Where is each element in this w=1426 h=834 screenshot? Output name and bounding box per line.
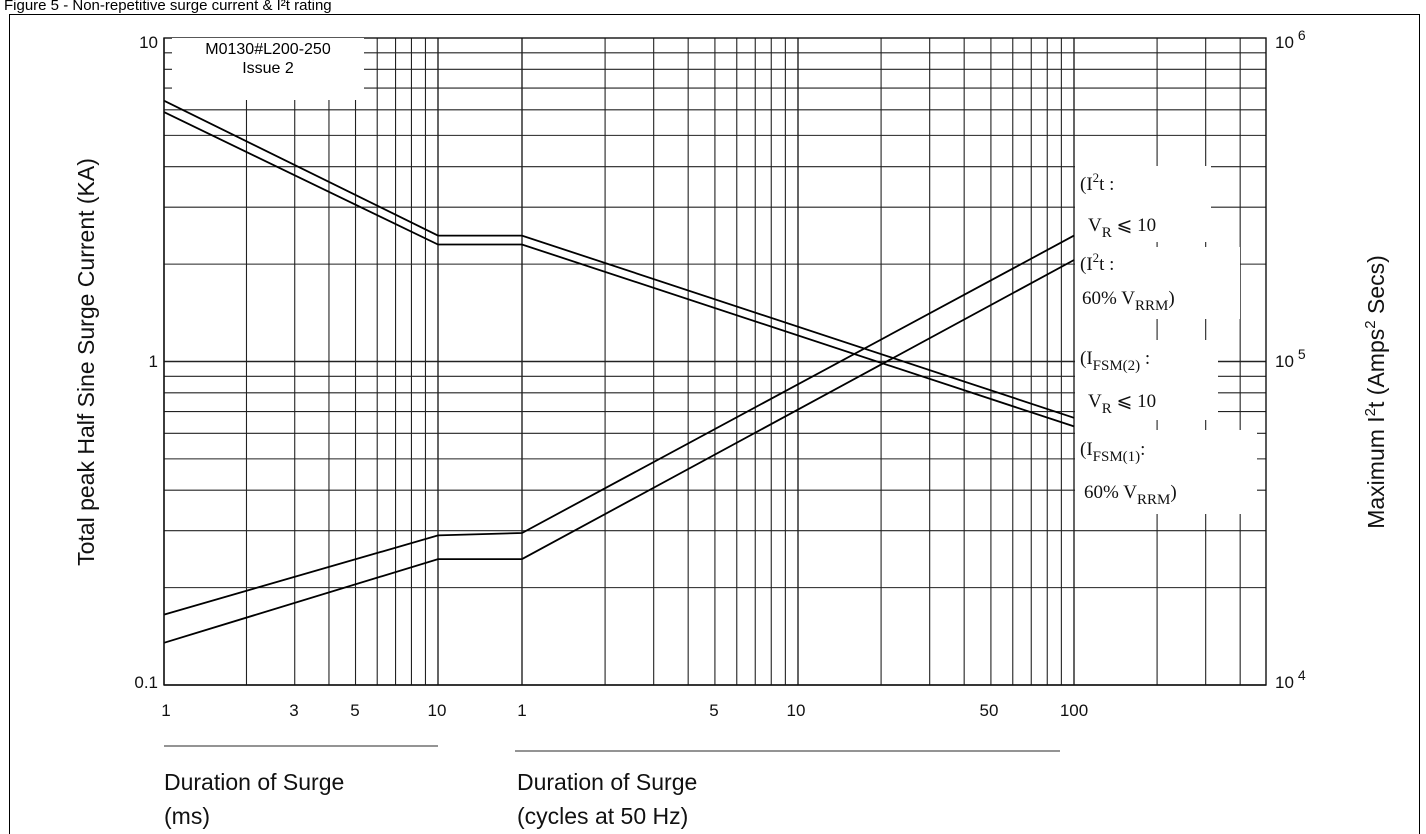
- x-tick-label: 3: [289, 701, 298, 720]
- left-tick-label: 0.1: [134, 673, 158, 692]
- svg-text:VR ⩽ 10: VR ⩽ 10: [1088, 391, 1156, 417]
- svg-text:(IFSM(1):: (IFSM(1):: [1080, 439, 1145, 465]
- annotation-i2t-60vrrm: (I2t : 60% VRRM): [1075, 247, 1240, 319]
- right-tick-label: 10 4: [1275, 667, 1306, 692]
- svg-text:(I2t :: (I2t :: [1080, 250, 1114, 275]
- x-tick-label: 1: [161, 701, 170, 720]
- right-tick-label: 10 5: [1275, 346, 1306, 371]
- svg-text:VR ⩽ 10: VR ⩽ 10: [1088, 215, 1156, 241]
- svg-text:(I2t :: (I2t :: [1080, 170, 1114, 195]
- left-tick-label: 10: [139, 33, 158, 52]
- series-line-2: [163, 259, 1075, 644]
- x-tick-label: 10: [787, 701, 806, 720]
- series-line-1: [163, 234, 1075, 616]
- annotation-ifsm1: (IFSM(1): 60% VRRM): [1075, 430, 1257, 514]
- svg-text:60% VRRM): 60% VRRM): [1082, 288, 1175, 314]
- annotation-ifsm2: (IFSM(2) : VR ⩽ 10: [1075, 340, 1218, 420]
- svg-text:60% VRRM): 60% VRRM): [1084, 482, 1177, 508]
- stamp-line-2: Issue 2: [242, 60, 294, 77]
- x-tick-label: 100: [1060, 701, 1088, 720]
- left-axis-label: Total peak Half Sine Surge Current (KA): [73, 158, 99, 566]
- series-line-3: [163, 99, 1075, 419]
- series-line-4: [163, 111, 1075, 428]
- right-axis-label: Maximum I2t (Amps2 Secs): [1362, 255, 1389, 529]
- series-lines: [163, 99, 1075, 644]
- x-axis-label-ms-line2: (ms): [164, 803, 210, 829]
- x-axis-label-cycles-line2: (cycles at 50 Hz): [517, 803, 688, 829]
- x-axis-label-cycles-line1: Duration of Surge: [517, 769, 697, 795]
- document-stamp: M0130#L200-250 Issue 2: [172, 38, 364, 100]
- x-axis-label-ms-line1: Duration of Surge: [164, 769, 344, 795]
- x-tick-label: 5: [350, 701, 359, 720]
- stamp-line-1: M0130#L200-250: [205, 41, 331, 58]
- svg-text:(IFSM(2) :: (IFSM(2) :: [1080, 348, 1150, 374]
- figure-caption: Figure 5 - Non-repetitive surge current …: [4, 0, 332, 14]
- x-tick-label: 5: [709, 701, 718, 720]
- figure-frame: [9, 14, 1420, 834]
- x-tick-label: 10: [428, 701, 447, 720]
- plot-border: [163, 37, 1267, 686]
- x-tick-label: 1: [517, 701, 526, 720]
- x-tick-label: 50: [980, 701, 999, 720]
- left-tick-label: 1: [149, 352, 158, 371]
- right-tick-label: 10 6: [1275, 27, 1306, 52]
- annotation-i2t-vr: (I2t : VR ⩽ 10: [1075, 166, 1211, 242]
